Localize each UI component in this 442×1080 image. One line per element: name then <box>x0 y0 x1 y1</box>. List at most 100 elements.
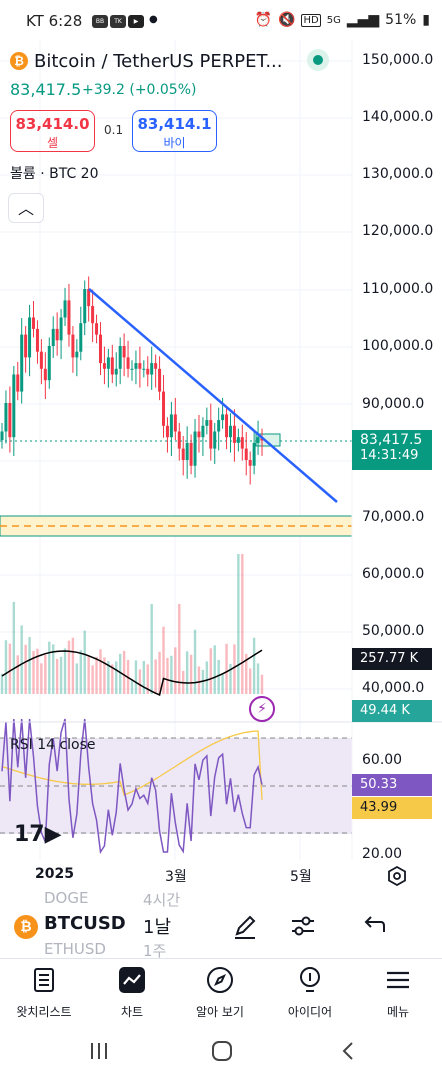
volume-bar <box>107 660 110 694</box>
volume-bar <box>111 664 114 694</box>
volume-bar <box>162 626 165 694</box>
volume-bar <box>12 601 16 694</box>
candle-body <box>213 431 217 449</box>
network-label: 5G <box>326 14 341 26</box>
volume-bar <box>24 644 27 694</box>
mute-icon: 🔇 <box>278 12 296 28</box>
nav-ideas[interactable]: 아이디어 <box>270 965 350 1020</box>
candle-body <box>59 317 63 341</box>
bitcoin-logo-icon: ₿ <box>10 52 28 70</box>
volume-bar <box>44 654 47 694</box>
tradingview-logo: 17▶ <box>14 822 62 847</box>
candle-body <box>75 351 79 358</box>
candle-body <box>181 448 185 460</box>
system-navigation-bar <box>0 1028 442 1080</box>
lightning-icon[interactable]: ⚡ <box>249 696 275 722</box>
volume-bar <box>260 674 264 694</box>
volume-bar <box>213 645 216 694</box>
symbol-selector[interactable]: BTCUSD <box>44 913 126 934</box>
volume-bar <box>142 661 146 694</box>
ghost-symbol: ETHUSD <box>44 940 106 958</box>
price-axis-label: 130,000.0 <box>362 166 434 182</box>
current-price-tag[interactable]: 83,417.5 14:31:49 <box>352 430 432 470</box>
volume-bar <box>256 663 260 694</box>
volume-bar <box>16 655 19 694</box>
buy-button[interactable]: 83,414.1 바이 <box>132 110 217 152</box>
chart-settings-icon[interactable] <box>387 866 407 886</box>
pencil-icon[interactable] <box>229 910 261 942</box>
rsi-ma-tag: 43.99 <box>352 797 432 819</box>
nav-explore[interactable]: 알아 보기 <box>180 965 260 1020</box>
candle-body <box>8 403 12 438</box>
nav-label: 아이디어 <box>287 1005 333 1019</box>
indicators-icon[interactable] <box>287 910 319 942</box>
candle-body <box>209 420 213 449</box>
volume-legend[interactable]: 볼륨 · BTC 20 <box>10 166 99 182</box>
candle-body <box>63 300 67 318</box>
candle-body <box>55 328 59 341</box>
candle-body <box>114 368 118 375</box>
volume-bar <box>87 656 90 694</box>
candle-body <box>248 460 252 466</box>
candle-body <box>67 300 71 335</box>
interval-selector[interactable]: 1날 <box>143 917 172 938</box>
volume-bar <box>4 640 8 694</box>
candle-body <box>39 351 43 369</box>
candle-body <box>177 431 181 449</box>
candle-body <box>16 374 20 392</box>
sell-label: 셀 <box>46 136 59 150</box>
nav-watchlist[interactable]: 왓치리스트 <box>4 965 84 1020</box>
volume-bar <box>130 680 134 694</box>
trend-line[interactable] <box>88 288 338 503</box>
candle-body <box>102 363 106 369</box>
back-icon[interactable] <box>337 1040 359 1062</box>
candle-body <box>20 334 24 392</box>
candle-body <box>35 328 39 352</box>
volume-bar <box>91 665 94 694</box>
candle-body <box>98 334 102 364</box>
candle-body <box>83 289 87 324</box>
candle-body <box>173 414 177 432</box>
status-time: KT 6:28 <box>26 12 83 30</box>
sell-button[interactable]: 83,414.0 셀 <box>10 110 95 152</box>
market-open-indicator[interactable] <box>307 49 329 71</box>
bybit-app-icon: BB <box>92 15 108 28</box>
rsi-legend[interactable]: RSI 14 close <box>10 737 96 753</box>
collapse-legend-button[interactable]: ︿ <box>8 193 44 223</box>
ghost-interval: 1주 <box>143 942 167 960</box>
candle-body <box>201 425 205 438</box>
rsi-axis-label: 20.00 <box>362 846 403 862</box>
candle-body <box>0 431 4 441</box>
candle-body <box>47 346 51 381</box>
volume-tag: 49.44 K <box>352 700 432 722</box>
candle-body <box>91 306 95 324</box>
bottom-navigation: 왓치리스트 차트 알아 보기 아이디어 <box>0 958 442 1028</box>
candle-body <box>142 368 146 370</box>
symbol-title[interactable]: Bitcoin / TetherUS PERPET... <box>34 50 283 72</box>
volume-bar <box>48 641 51 694</box>
time-axis-may: 5월 <box>290 869 312 885</box>
candle-body <box>79 323 83 352</box>
candle-body <box>126 357 130 369</box>
nav-menu[interactable]: 메뉴 <box>358 965 438 1020</box>
candle-body <box>95 323 99 335</box>
price-axis-label: 60,000.0 <box>362 566 425 582</box>
volume-bars <box>0 554 264 694</box>
recent-apps-icon[interactable] <box>88 1040 110 1062</box>
lightbulb-icon <box>300 967 320 992</box>
compass-icon <box>207 967 233 993</box>
symbol-title-row[interactable]: ₿ Bitcoin / TetherUS PERPET... <box>10 48 283 74</box>
home-icon[interactable] <box>211 1040 233 1062</box>
volume-bar <box>189 654 193 694</box>
nav-chart[interactable]: 차트 <box>92 965 172 1020</box>
sell-price: 83,414.0 <box>15 115 90 133</box>
volume-bar <box>71 637 75 694</box>
candle-body <box>193 431 197 466</box>
candle-body <box>32 317 36 329</box>
countdown-timer: 14:31:49 <box>360 448 419 463</box>
undo-icon[interactable] <box>357 910 389 942</box>
nav-label: 메뉴 <box>386 1005 410 1019</box>
chevron-up-icon: ︿ <box>17 199 34 218</box>
talk-app-icon: TK <box>110 15 126 28</box>
volume-bar <box>197 666 201 694</box>
